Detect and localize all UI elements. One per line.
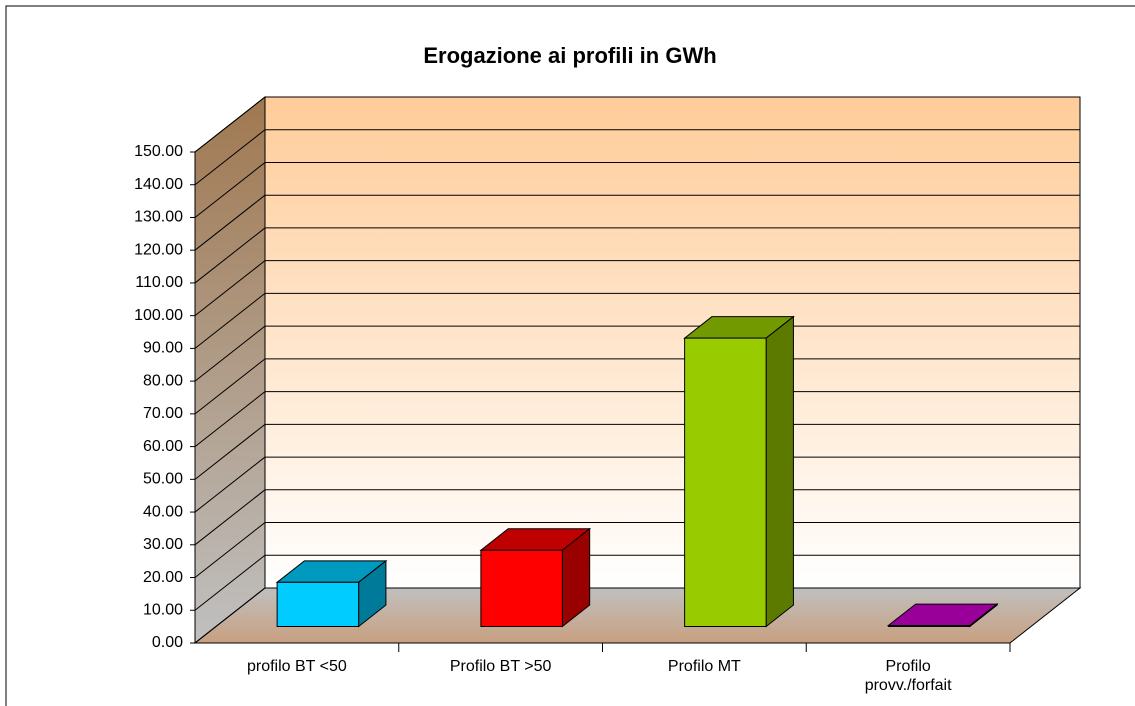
grid-line <box>194 391 266 447</box>
x-tick-label: Profilo MT <box>667 658 741 675</box>
y-tick-label: 120.00 <box>134 241 183 258</box>
grid-line <box>194 162 266 218</box>
grid-line <box>194 423 266 480</box>
chart-title: Erogazione ai profili in GWh <box>423 43 716 68</box>
y-tick-label: 70.00 <box>143 405 183 422</box>
bar <box>684 337 767 627</box>
y-tick-label: 80.00 <box>143 372 183 389</box>
bar <box>887 625 971 628</box>
grid-line <box>194 260 266 317</box>
y-tick-label: 150.00 <box>134 143 183 160</box>
grid-line <box>194 489 266 546</box>
x-tick-label: profilo BT <50 <box>246 658 347 675</box>
grid-line <box>194 358 266 415</box>
y-tick-label: 20.00 <box>143 569 183 586</box>
grid-line <box>194 227 266 284</box>
y-tick-label: 60.00 <box>143 438 183 455</box>
y-tick-label: 130.00 <box>134 209 183 226</box>
grid-line <box>194 522 266 578</box>
y-tick-label: 10.00 <box>143 601 183 618</box>
y-tick-label: 30.00 <box>143 536 183 553</box>
y-tick-label: 110.00 <box>135 274 183 291</box>
grid-line <box>194 293 266 349</box>
grid-line <box>194 129 266 186</box>
grid-line <box>194 587 266 644</box>
y-tick-label: 90.00 <box>143 340 183 357</box>
back-wall <box>264 96 1081 589</box>
grid-line <box>194 194 266 251</box>
left-wall <box>194 95 266 645</box>
bar <box>276 581 360 627</box>
grid-line <box>194 554 266 611</box>
bar-side <box>765 315 794 628</box>
x-tick-label: Profilo provv./forfait <box>864 658 952 694</box>
bar <box>480 549 563 627</box>
x-tick-label: Profilo BT >50 <box>449 658 552 675</box>
y-tick-label: 50.00 <box>143 471 183 488</box>
grid-line <box>194 325 266 382</box>
grid-line <box>194 456 266 513</box>
y-tick-label: 140.00 <box>134 176 183 193</box>
y-tick-label: 0.00 <box>152 634 183 651</box>
y-tick-label: 40.00 <box>143 503 183 520</box>
grid-line <box>194 96 266 153</box>
y-tick-label: 100.00 <box>134 307 183 324</box>
